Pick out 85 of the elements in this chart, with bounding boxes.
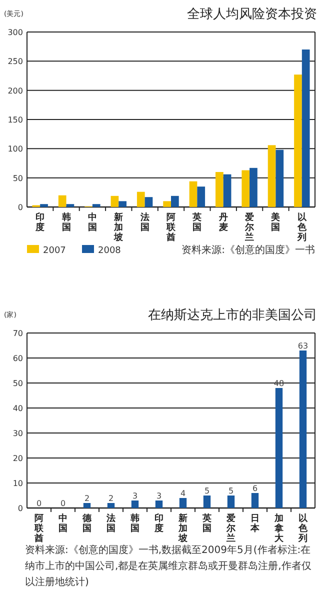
data-label: 3 <box>156 492 162 500</box>
bar <box>118 201 126 207</box>
x-tick-label: 印度 <box>154 513 164 534</box>
bar <box>155 500 163 508</box>
bar <box>144 197 153 207</box>
legend-label: 2007 <box>43 246 66 256</box>
data-label: 0 <box>36 499 42 508</box>
y-tick-label: 150 <box>8 116 23 124</box>
data-label: 0 <box>60 499 66 508</box>
bar <box>216 172 224 207</box>
bar <box>302 50 310 207</box>
y-tick-label: 20 <box>12 454 23 463</box>
bar <box>227 496 235 508</box>
x-tick-label: 中国 <box>88 212 97 233</box>
bar <box>179 498 187 508</box>
x-tick-label: 以色列 <box>296 212 308 243</box>
data-label: 6 <box>252 484 258 493</box>
data-label: 5 <box>228 486 234 496</box>
x-tick-label: 阿联酋 <box>166 212 176 243</box>
x-tick-label: 日本 <box>250 513 260 534</box>
y-tick-label: 0 <box>18 203 23 212</box>
y-tick-label: 200 <box>8 86 23 96</box>
x-tick-label: 中国 <box>58 513 68 534</box>
bar <box>107 503 115 508</box>
x-tick-label: 阿联酋 <box>34 513 44 544</box>
x-tick-label: 德国 <box>82 513 92 534</box>
bar <box>250 168 258 207</box>
bar <box>163 201 171 207</box>
x-tick-label: 爱尔兰 <box>244 212 256 243</box>
x-tick-label: 英国 <box>202 513 212 534</box>
bar <box>197 186 206 207</box>
x-tick-label: 加拿大 <box>274 513 284 544</box>
y-tick-label: 250 <box>8 57 23 66</box>
x-tick-label: 美国 <box>270 212 280 233</box>
bar <box>66 204 74 207</box>
bar <box>83 503 91 508</box>
bar <box>110 196 119 207</box>
bar <box>40 204 48 207</box>
legend-label: 2008 <box>98 246 122 256</box>
bar <box>58 195 66 207</box>
data-label: 3 <box>132 492 138 500</box>
y-tick-label: 100 <box>8 144 23 154</box>
text: 资料来源:《创意的国度》一书,数据截至2009年5月(作者标注:在纳市上市的中国公司,都是在英属维京群岛或开曼群岛注册,作者仅以注册地统计) <box>25 544 312 590</box>
data-label: 5 <box>204 486 210 496</box>
bar <box>294 74 302 207</box>
bar <box>136 192 145 207</box>
y-tick-label: 0 <box>18 504 23 513</box>
bar <box>251 493 259 508</box>
bar <box>275 388 283 508</box>
data-label: 63 <box>298 342 308 350</box>
y-tick-label: 50 <box>12 379 23 388</box>
bar <box>92 204 100 207</box>
x-tick-label: 新加坡 <box>178 513 188 544</box>
bar <box>131 500 139 508</box>
bar <box>171 196 179 207</box>
y-tick-label: 40 <box>12 404 23 413</box>
data-label: 4 <box>180 489 186 498</box>
x-tick-label: 英国 <box>192 212 202 233</box>
bar <box>242 170 250 207</box>
chart-title: 全球人均风险资本投资 <box>187 7 317 22</box>
x-tick-label: 韩国 <box>60 212 71 233</box>
chart-title: 在纳斯达克上市的非美国公司 <box>148 307 317 323</box>
x-tick-label: 法国 <box>139 212 150 233</box>
y-tick-label: 60 <box>12 354 23 363</box>
bar <box>189 181 198 207</box>
y-tick-label: 300 <box>8 28 23 37</box>
x-tick-label: 以色列 <box>298 513 308 544</box>
x-tick-label: 新加坡 <box>113 212 124 243</box>
data-label: 2 <box>108 494 114 503</box>
x-tick-label: 爱尔兰 <box>226 513 236 544</box>
bar <box>268 145 276 207</box>
x-tick-label: 法国 <box>106 513 116 534</box>
bar <box>203 496 211 508</box>
data-label: 2 <box>84 494 90 503</box>
x-tick-label: 印度 <box>34 212 45 233</box>
bar <box>299 350 307 508</box>
bar <box>223 174 232 207</box>
y-tick-label: 30 <box>12 429 23 438</box>
y-tick-label: 50 <box>12 174 23 183</box>
x-tick-label: 丹麦 <box>218 212 228 233</box>
bar <box>276 150 284 207</box>
y-tick-label: 70 <box>12 329 23 338</box>
x-tick-label: 韩国 <box>130 513 140 534</box>
y-tick-label: 10 <box>12 479 23 488</box>
text: 资料来源:《创意的国度》一书 <box>182 244 315 258</box>
